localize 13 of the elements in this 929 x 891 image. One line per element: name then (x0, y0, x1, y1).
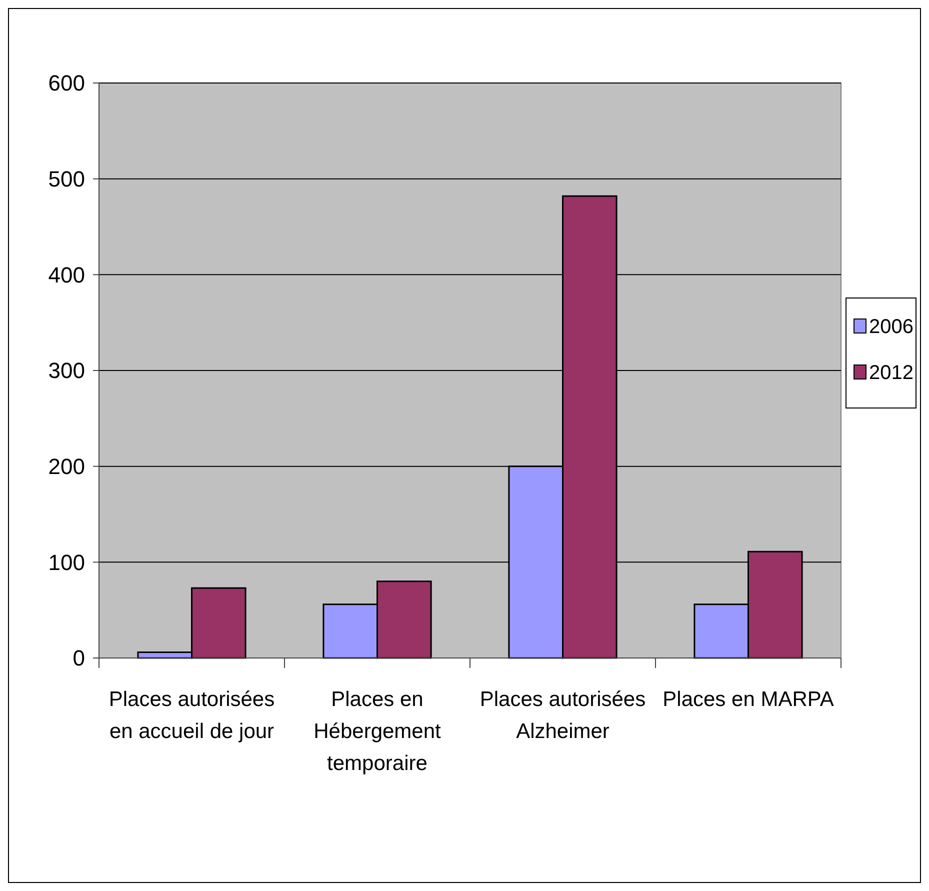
y-tick-label: 400 (48, 262, 85, 288)
x-tick-label: Places en Hébergement temporaire (314, 688, 442, 775)
legend-label: 2006 (869, 316, 914, 338)
x-tick-label: Places autorisées en accueil de jour (108, 688, 275, 743)
y-tick-label: 300 (48, 358, 85, 384)
y-tick-label: 600 (48, 70, 85, 96)
legend-label: 2012 (869, 362, 914, 384)
x-tick-label: Places autorisées Alzheimer (480, 688, 646, 743)
y-tick-label: 500 (48, 166, 85, 192)
y-tick-label: 200 (48, 454, 85, 480)
y-tick-label: 100 (48, 550, 85, 575)
x-tick-label: Places en MARPA (662, 688, 834, 711)
y-tick-label: 0 (72, 646, 85, 671)
